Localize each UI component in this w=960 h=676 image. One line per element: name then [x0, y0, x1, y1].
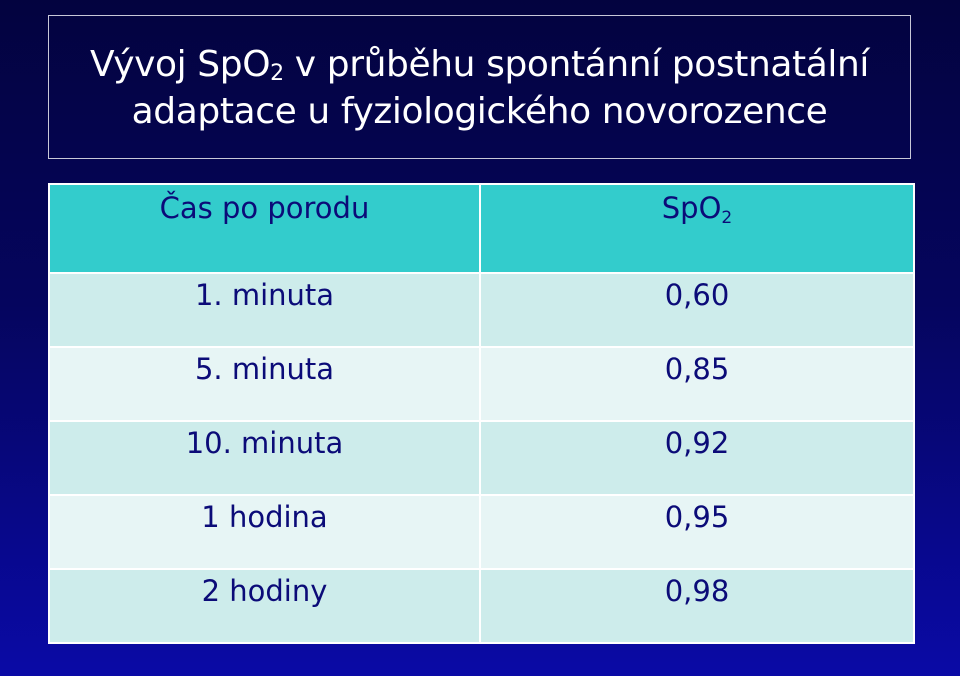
title-line-1-end: v průběhu spontánní postnatální — [283, 44, 870, 85]
table-row: 1 hodina 0,95 — [48, 494, 915, 570]
header-spo2-subscript: 2 — [721, 208, 733, 228]
table-row: 2 hodiny 0,98 — [48, 568, 915, 644]
cell-value: 0,92 — [479, 420, 915, 496]
title-line-2: adaptace u fyziologického novorozence — [131, 91, 828, 132]
spo2-table: Čas po porodu SpO2 1. minuta 0,60 5. min… — [48, 183, 915, 644]
cell-time: 2 hodiny — [48, 568, 481, 644]
cell-value: 0,95 — [479, 494, 915, 570]
title-line-1: Vývoj SpO2 v průběhu spontánní postnatál… — [49, 41, 910, 88]
title-line-1-start: Vývoj SpO — [89, 44, 271, 85]
title-subscript: 2 — [270, 61, 284, 86]
table-header-row: Čas po porodu SpO2 — [48, 183, 915, 274]
header-spo2-text: SpO — [661, 191, 722, 225]
slide-title: Vývoj SpO2 v průběhu spontánní postnatál… — [48, 15, 911, 159]
cell-value: 0,60 — [479, 272, 915, 348]
cell-value: 0,85 — [479, 346, 915, 422]
table-row: 1. minuta 0,60 — [48, 272, 915, 348]
table-row: 10. minuta 0,92 — [48, 420, 915, 496]
cell-time: 1. minuta — [48, 272, 481, 348]
header-spo2: SpO2 — [479, 183, 915, 274]
cell-time: 5. minuta — [48, 346, 481, 422]
table-row: 5. minuta 0,85 — [48, 346, 915, 422]
cell-value: 0,98 — [479, 568, 915, 644]
header-time: Čas po porodu — [48, 183, 481, 274]
cell-time: 1 hodina — [48, 494, 481, 570]
cell-time: 10. minuta — [48, 420, 481, 496]
